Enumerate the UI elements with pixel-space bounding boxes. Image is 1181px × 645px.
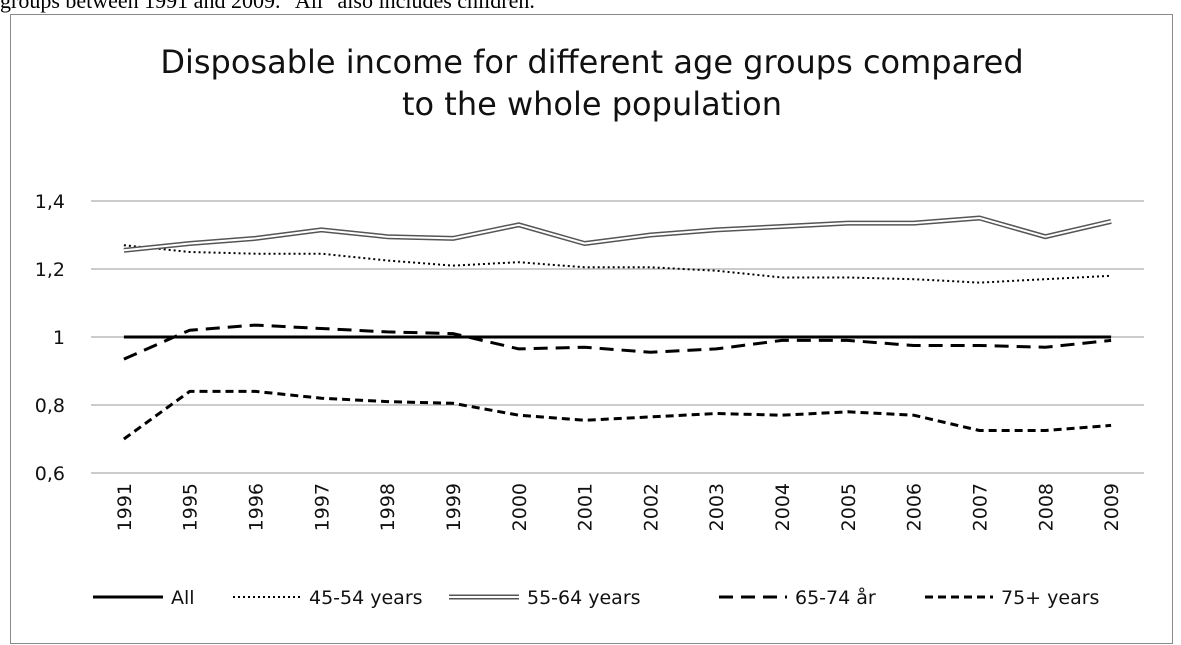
legend-item: 75+ years	[925, 587, 1099, 609]
x-tick-label: 2009	[1101, 483, 1123, 531]
x-tick-label: 1996	[246, 483, 268, 531]
legend-label: 75+ years	[1001, 587, 1099, 609]
chart-title-line-1: Disposable income for different age grou…	[160, 43, 1023, 81]
legend-item: All	[93, 587, 195, 609]
chart-frame: Disposable income for different age grou…	[10, 14, 1173, 644]
legend-label: All	[171, 587, 195, 609]
y-tick-label: 0,8	[35, 395, 65, 417]
x-tick-label: 1998	[377, 483, 399, 531]
series-lines	[123, 215, 1112, 441]
legend-item: 45-54 years	[233, 587, 423, 609]
legend-label: 45-54 years	[309, 587, 423, 609]
series-line	[123, 217, 1112, 252]
x-tick-label: 2008	[1035, 483, 1057, 531]
series-line	[123, 323, 1112, 361]
series-line	[123, 244, 1112, 284]
x-tick-label: 2006	[904, 483, 926, 531]
x-tick-label: 2000	[509, 483, 531, 531]
legend-item: 55-64 years	[449, 587, 641, 609]
x-tick-label: 2001	[575, 483, 597, 531]
x-tick-label: 2005	[838, 483, 860, 531]
x-tick-label: 1997	[311, 483, 333, 531]
series-65-74-r	[123, 323, 1112, 361]
series-line	[123, 215, 1112, 253]
legend: All 45-54 years 55-64 years 65-74 år 75+ yea…	[93, 586, 1099, 609]
chart-title: Disposable income for different age grou…	[160, 43, 1023, 123]
y-axis-ticks: 0,6 0,8 1 1,2 1,4	[35, 191, 65, 485]
legend-item: 65-74 år	[719, 586, 876, 609]
series-75-years	[123, 389, 1112, 441]
y-tick-label: 1	[53, 327, 65, 349]
series-45-54-years	[123, 244, 1112, 284]
series-55-64-years	[123, 215, 1112, 253]
x-tick-label: 1995	[180, 483, 202, 531]
x-tick-label: 1999	[443, 483, 465, 531]
line-chart: Disposable income for different age grou…	[35, 43, 1144, 609]
figure-caption: groups between 1991 and 2009. "All" also…	[0, 0, 535, 13]
x-tick-label: 2004	[772, 483, 794, 531]
legend-label: 55-64 years	[527, 587, 641, 609]
y-tick-label: 1,4	[35, 191, 65, 213]
x-tick-label: 1991	[114, 483, 136, 531]
y-tick-label: 1,2	[35, 259, 65, 281]
y-tick-label: 0,6	[35, 463, 65, 485]
chart-title-line-2: to the whole population	[402, 85, 782, 123]
x-tick-label: 2007	[969, 483, 991, 531]
x-tick-label: 2003	[706, 483, 728, 531]
legend-label: 65-74 år	[795, 586, 876, 609]
series-line	[123, 389, 1112, 441]
x-tick-label: 2002	[640, 483, 662, 531]
x-axis-ticks: 1991 1995 1996 1997 1998 1999 2000 2001 2002 2003…	[114, 483, 1123, 531]
